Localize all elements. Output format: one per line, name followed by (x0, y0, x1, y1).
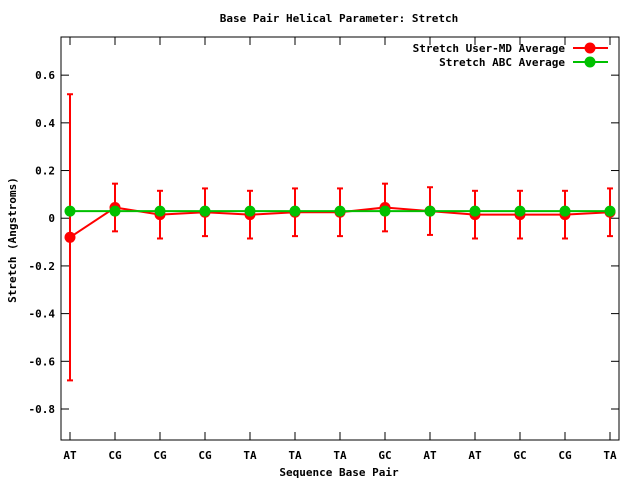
x-tick-label: GC (378, 449, 391, 462)
x-axis-label: Sequence Base Pair (279, 466, 399, 479)
y-tick-label: -0.2 (29, 260, 56, 273)
data-point (64, 231, 76, 243)
data-point (244, 205, 256, 217)
x-tick-label: CG (108, 449, 122, 462)
data-point (154, 205, 166, 217)
y-tick-label: 0.6 (35, 69, 55, 82)
legend-marker (584, 56, 596, 68)
x-tick-label: TA (243, 449, 257, 462)
data-point (424, 205, 436, 217)
legend-label: Stretch ABC Average (439, 56, 565, 69)
x-tick-label: CG (153, 449, 167, 462)
data-point (289, 205, 301, 217)
x-tick-label: AT (468, 449, 482, 462)
data-point (559, 205, 571, 217)
y-axis-label: Stretch (Angstroms) (6, 177, 19, 303)
x-tick-label: TA (603, 449, 617, 462)
x-tick-label: TA (288, 449, 302, 462)
data-point (379, 205, 391, 217)
data-point (604, 205, 616, 217)
x-tick-label: AT (63, 449, 77, 462)
y-tick-label: 0 (48, 212, 55, 225)
data-point (514, 205, 526, 217)
data-point (199, 205, 211, 217)
data-point (109, 205, 121, 217)
y-tick-label: 0.2 (35, 165, 55, 178)
data-point (334, 205, 346, 217)
data-point (469, 205, 481, 217)
legend-label: Stretch User-MD Average (413, 42, 566, 55)
x-tick-label: CG (558, 449, 572, 462)
x-tick-label: GC (513, 449, 526, 462)
data-point (64, 205, 76, 217)
series-1 (64, 93, 616, 382)
x-tick-label: CG (198, 449, 212, 462)
y-tick-label: -0.6 (29, 355, 56, 368)
y-tick-label: -0.4 (29, 308, 56, 321)
y-tick-label: 0.4 (35, 117, 55, 130)
series-2 (64, 205, 616, 217)
x-tick-label: AT (423, 449, 437, 462)
plot-frame (60, 36, 620, 441)
chart-title: Base Pair Helical Parameter: Stretch (220, 12, 458, 25)
y-tick-label: -0.8 (29, 403, 56, 416)
legend-marker (584, 42, 596, 54)
x-tick-label: TA (333, 449, 347, 462)
